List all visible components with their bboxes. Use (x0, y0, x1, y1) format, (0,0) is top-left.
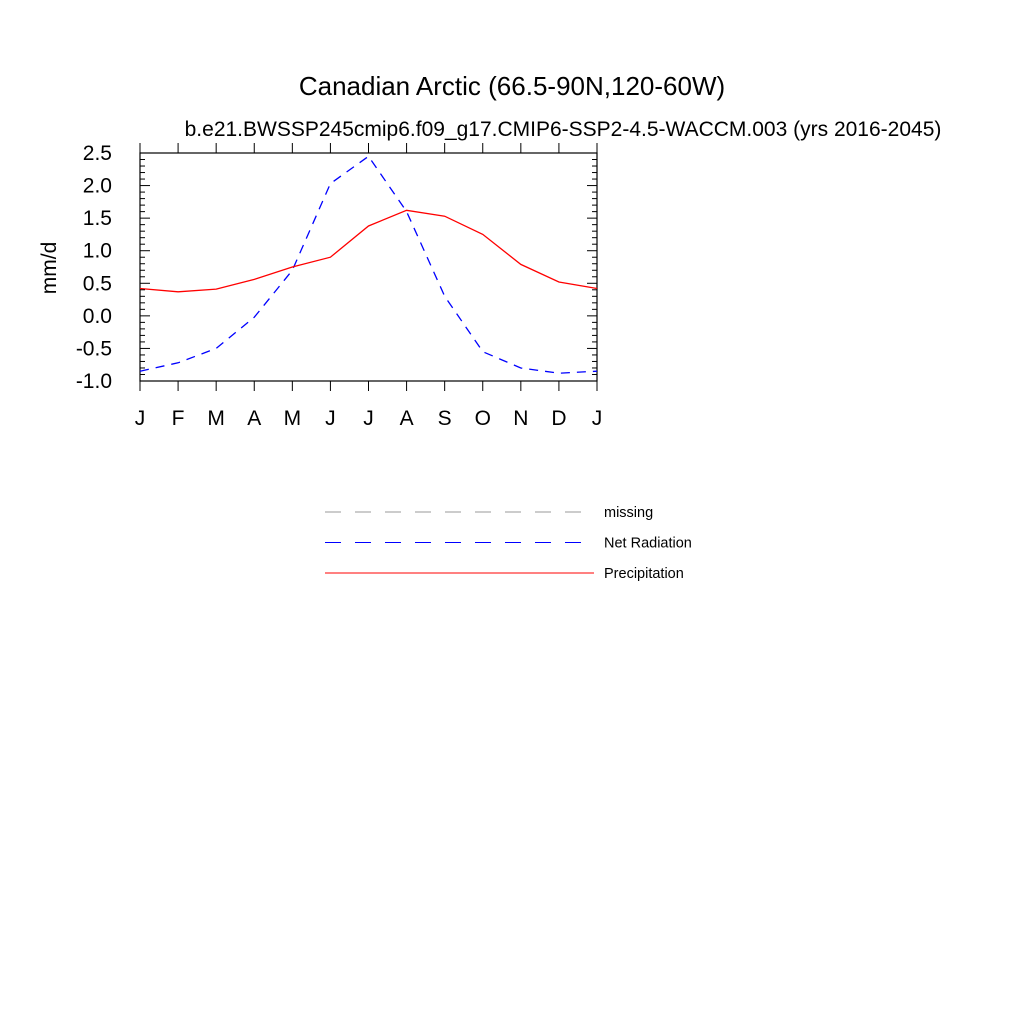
x-tick-label: O (475, 407, 491, 430)
legend-label: missing (604, 505, 653, 521)
y-tick-label: 1.0 (83, 240, 112, 263)
chart-subtitle: b.e21.BWSSP245cmip6.f09_g17.CMIP6-SSP2-4… (185, 118, 942, 141)
plot-frame (139, 152, 598, 382)
plot-area (139, 152, 598, 382)
legend-label: Net Radiation (604, 536, 692, 552)
y-axis-label: mm/d (38, 242, 61, 295)
series-line-precipitation (139, 209, 598, 293)
y-tick-label: 2.5 (83, 142, 112, 165)
y-tick-label: -0.5 (76, 337, 112, 360)
x-tick-label: J (592, 407, 603, 430)
x-tick-label: S (438, 407, 452, 430)
y-tick-label: 0.0 (83, 305, 112, 328)
x-tick-label: M (207, 407, 225, 430)
x-tick-label: A (247, 407, 261, 430)
legend-label: Precipitation (604, 566, 684, 582)
x-tick-label: F (172, 407, 185, 430)
y-tick-label: 0.5 (83, 272, 112, 295)
x-tick-label: J (135, 407, 146, 430)
y-tick-label: 2.0 (83, 175, 112, 198)
y-tick-label: 1.5 (83, 207, 112, 230)
x-tick-label: J (363, 407, 374, 430)
x-tick-label: J (325, 407, 336, 430)
x-tick-label: M (284, 407, 302, 430)
y-tick-label: -1.0 (76, 370, 112, 393)
axes-layer: 2.52.01.51.00.50.0-0.5-1.0J F M A M J J A S O N D J (76, 142, 602, 430)
x-tick-label: A (400, 407, 414, 430)
x-tick-label: D (551, 407, 566, 430)
series-layer (139, 155, 598, 374)
legend: missing Net Radiation Precipitation (325, 505, 692, 582)
chart-title: Canadian Arctic (66.5-90N,120-60W) (299, 71, 725, 101)
x-tick-label: N (513, 407, 528, 430)
series-line-net-radiation (139, 155, 598, 374)
